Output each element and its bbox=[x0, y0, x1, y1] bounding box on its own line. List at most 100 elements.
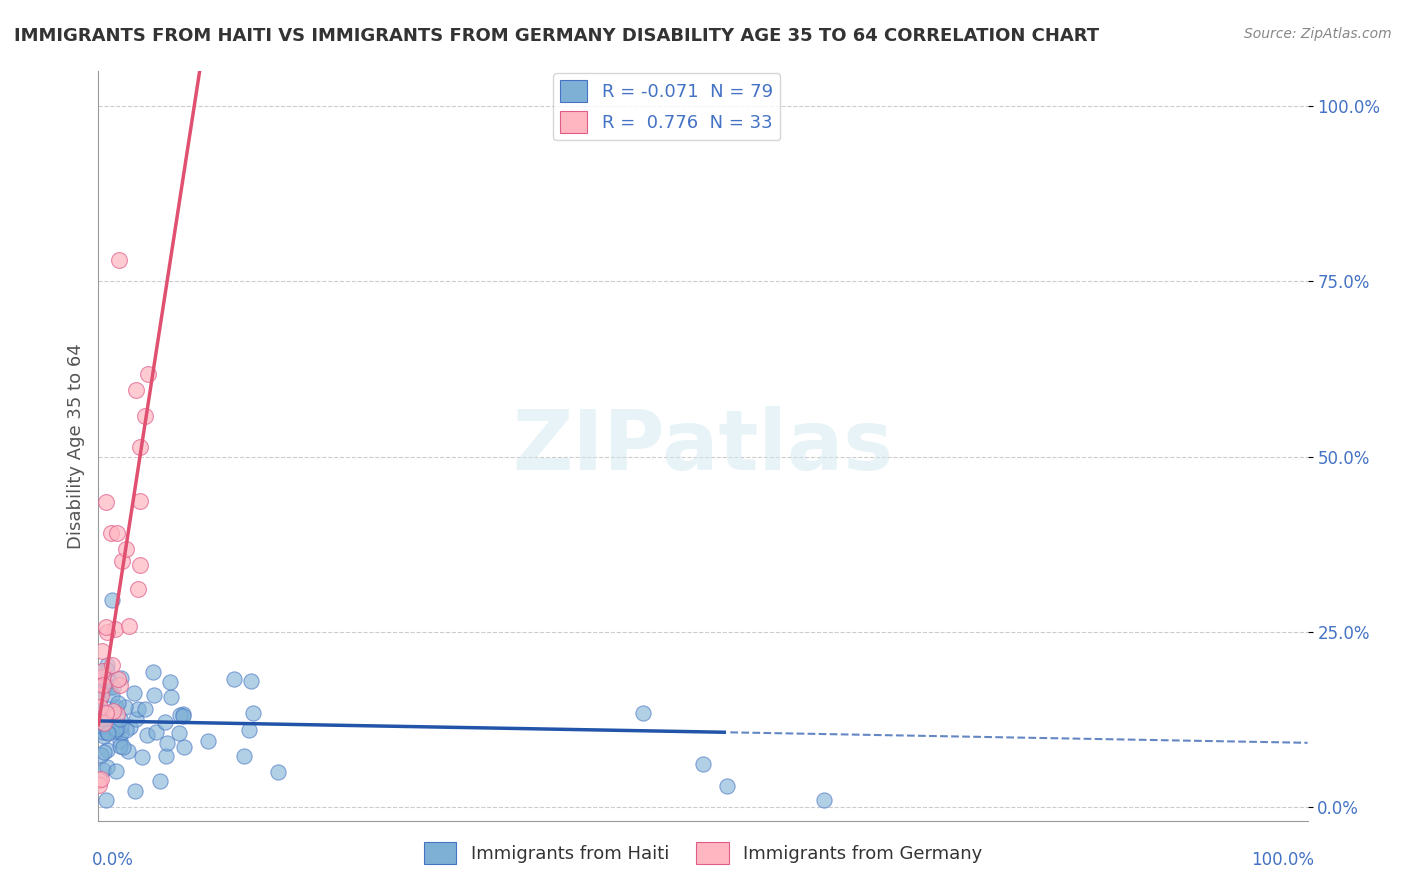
Immigrants from Haiti bbox=[96, 743, 118, 757]
Immigrants from Haiti bbox=[160, 690, 183, 704]
Text: 100.0%: 100.0% bbox=[1251, 851, 1315, 869]
Immigrants from Haiti bbox=[89, 692, 111, 706]
Immigrants from Germany bbox=[87, 778, 110, 792]
Immigrants from Haiti bbox=[101, 680, 124, 694]
Immigrants from Haiti bbox=[90, 704, 112, 718]
Immigrants from Haiti bbox=[89, 665, 111, 680]
Immigrants from Haiti bbox=[813, 792, 835, 806]
Immigrants from Haiti bbox=[233, 749, 256, 764]
Legend: Immigrants from Haiti, Immigrants from Germany: Immigrants from Haiti, Immigrants from G… bbox=[416, 835, 990, 871]
Immigrants from Germany bbox=[90, 689, 112, 703]
Immigrants from Germany bbox=[125, 383, 148, 397]
Immigrants from Haiti bbox=[110, 719, 132, 733]
Immigrants from Haiti bbox=[149, 773, 172, 788]
Immigrants from Haiti bbox=[93, 729, 115, 743]
Immigrants from Haiti bbox=[96, 663, 118, 677]
Immigrants from Germany bbox=[115, 541, 138, 556]
Immigrants from Germany bbox=[89, 700, 111, 714]
Immigrants from Haiti bbox=[142, 688, 165, 702]
Immigrants from Haiti bbox=[239, 674, 262, 689]
Immigrants from Germany bbox=[138, 368, 160, 382]
Immigrants from Haiti bbox=[89, 706, 111, 721]
Immigrants from Haiti bbox=[172, 706, 194, 721]
Immigrants from Haiti bbox=[692, 757, 714, 772]
Immigrants from Haiti bbox=[96, 658, 118, 673]
Immigrants from Haiti bbox=[90, 747, 112, 762]
Immigrants from Haiti bbox=[155, 715, 177, 730]
Immigrants from Haiti bbox=[91, 713, 114, 727]
Immigrants from Haiti bbox=[115, 723, 138, 738]
Immigrants from Haiti bbox=[110, 671, 132, 685]
Text: 0.0%: 0.0% bbox=[91, 851, 134, 869]
Immigrants from Haiti bbox=[93, 745, 115, 759]
Immigrants from Haiti bbox=[91, 672, 114, 686]
Immigrants from Haiti bbox=[105, 699, 128, 714]
Immigrants from Haiti bbox=[101, 593, 124, 607]
Immigrants from Haiti bbox=[96, 760, 118, 774]
Immigrants from Haiti bbox=[145, 725, 167, 739]
Immigrants from Haiti bbox=[110, 733, 132, 747]
Immigrants from Germany bbox=[91, 670, 114, 684]
Immigrants from Germany bbox=[127, 582, 149, 597]
Immigrants from Haiti bbox=[112, 740, 135, 755]
Immigrants from Haiti bbox=[169, 707, 191, 722]
Immigrants from Germany bbox=[89, 772, 111, 787]
Immigrants from Haiti bbox=[222, 672, 245, 686]
Immigrants from Haiti bbox=[114, 700, 136, 714]
Immigrants from Germany bbox=[128, 440, 150, 454]
Immigrants from Haiti bbox=[716, 779, 738, 793]
Immigrants from Haiti bbox=[105, 722, 128, 736]
Immigrants from Germany bbox=[111, 554, 134, 568]
Immigrants from Germany bbox=[90, 664, 112, 678]
Immigrants from Haiti bbox=[242, 706, 264, 720]
Immigrants from Haiti bbox=[172, 709, 194, 723]
Immigrants from Germany bbox=[90, 772, 112, 786]
Immigrants from Haiti bbox=[134, 702, 156, 716]
Text: Source: ZipAtlas.com: Source: ZipAtlas.com bbox=[1244, 27, 1392, 41]
Immigrants from Haiti bbox=[87, 681, 110, 695]
Immigrants from Haiti bbox=[136, 728, 159, 742]
Immigrants from Haiti bbox=[155, 748, 177, 763]
Immigrants from Germany bbox=[108, 253, 131, 268]
Immigrants from Germany bbox=[118, 619, 141, 633]
Immigrants from Haiti bbox=[124, 713, 146, 727]
Immigrants from Haiti bbox=[104, 724, 127, 739]
Immigrants from Haiti bbox=[631, 706, 654, 720]
Immigrants from Haiti bbox=[124, 686, 146, 700]
Immigrants from Haiti bbox=[267, 765, 290, 780]
Immigrants from Haiti bbox=[91, 682, 114, 697]
Immigrants from Haiti bbox=[108, 739, 131, 754]
Immigrants from Haiti bbox=[124, 784, 146, 798]
Immigrants from Haiti bbox=[96, 724, 118, 739]
Immigrants from Germany bbox=[105, 707, 128, 722]
Immigrants from Haiti bbox=[197, 733, 219, 747]
Immigrants from Haiti bbox=[110, 726, 132, 740]
Immigrants from Haiti bbox=[131, 750, 153, 764]
Immigrants from Haiti bbox=[98, 674, 121, 689]
Immigrants from Haiti bbox=[89, 716, 111, 731]
Immigrants from Germany bbox=[93, 716, 115, 731]
Immigrants from Haiti bbox=[159, 675, 181, 690]
Immigrants from Haiti bbox=[117, 744, 139, 758]
Immigrants from Haiti bbox=[89, 684, 111, 698]
Immigrants from Haiti bbox=[94, 792, 117, 806]
Immigrants from Germany bbox=[105, 525, 128, 540]
Immigrants from Germany bbox=[107, 673, 129, 687]
Immigrants from Germany bbox=[91, 644, 114, 658]
Immigrants from Haiti bbox=[91, 725, 114, 739]
Immigrants from Haiti bbox=[167, 725, 190, 739]
Immigrants from Haiti bbox=[107, 696, 129, 710]
Immigrants from Haiti bbox=[101, 688, 124, 702]
Immigrants from Haiti bbox=[238, 723, 260, 737]
Immigrants from Germany bbox=[108, 678, 131, 692]
Immigrants from Haiti bbox=[142, 665, 165, 680]
Immigrants from Germany bbox=[94, 706, 117, 720]
Immigrants from Germany bbox=[128, 558, 150, 572]
Text: ZIPatlas: ZIPatlas bbox=[513, 406, 893, 486]
Immigrants from Haiti bbox=[98, 680, 121, 694]
Immigrants from Haiti bbox=[120, 720, 142, 734]
Immigrants from Haiti bbox=[156, 736, 179, 750]
Immigrants from Haiti bbox=[173, 740, 195, 755]
Immigrants from Germany bbox=[101, 658, 124, 673]
Immigrants from Haiti bbox=[91, 676, 114, 690]
